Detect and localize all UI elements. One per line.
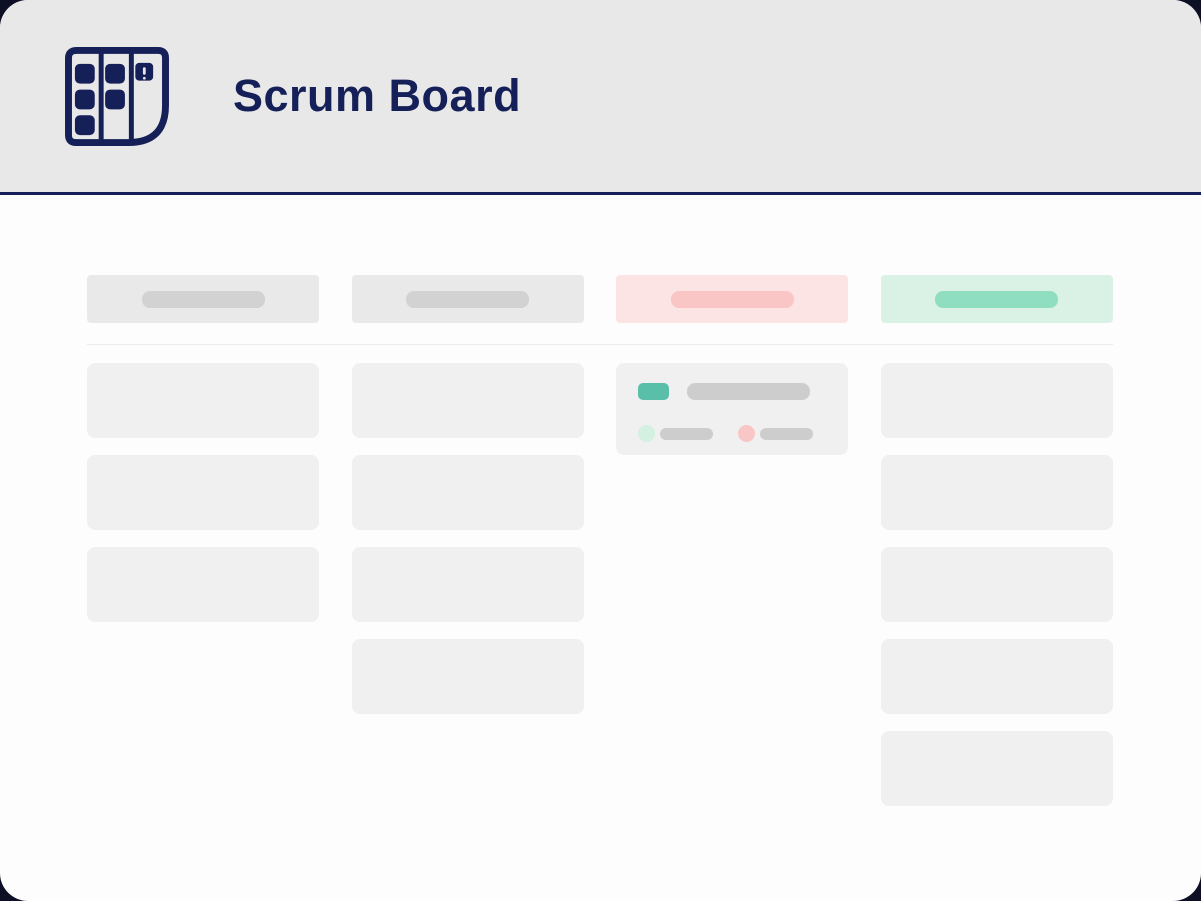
meta-label-placeholder bbox=[660, 427, 714, 440]
app-header: Scrum Board bbox=[0, 0, 1201, 195]
green-dot-icon bbox=[638, 425, 656, 442]
task-card-placeholder[interactable] bbox=[880, 731, 1113, 806]
column-2-cards bbox=[351, 363, 584, 806]
column-title-placeholder bbox=[670, 290, 794, 308]
task-card-placeholder[interactable] bbox=[351, 639, 584, 714]
column-headers-row bbox=[87, 275, 1113, 323]
task-card-placeholder[interactable] bbox=[880, 455, 1113, 530]
task-card-placeholder[interactable] bbox=[880, 639, 1113, 714]
task-card-detail[interactable] bbox=[616, 363, 849, 455]
task-card-placeholder[interactable] bbox=[351, 363, 584, 438]
column-1-cards bbox=[87, 363, 319, 806]
board-columns bbox=[87, 363, 1113, 806]
meta-group bbox=[638, 425, 714, 442]
column-title-placeholder bbox=[141, 290, 265, 308]
task-card-placeholder[interactable] bbox=[87, 455, 319, 530]
column-title-placeholder bbox=[935, 290, 1059, 308]
task-card-top-row bbox=[638, 383, 826, 400]
task-title-placeholder bbox=[687, 383, 811, 400]
task-card-placeholder[interactable] bbox=[880, 547, 1113, 622]
task-card-placeholder[interactable] bbox=[351, 547, 584, 622]
board-divider bbox=[87, 344, 1113, 345]
column-title-placeholder bbox=[406, 290, 530, 308]
task-card-placeholder[interactable] bbox=[351, 455, 584, 530]
meta-label-placeholder bbox=[760, 427, 814, 440]
column-header-3 bbox=[616, 275, 849, 323]
column-4-cards bbox=[880, 363, 1113, 806]
pink-dot-icon bbox=[738, 425, 756, 442]
column-header-2 bbox=[351, 275, 584, 323]
column-header-1 bbox=[87, 275, 319, 323]
scrum-board-logo-icon bbox=[65, 46, 169, 146]
status-badge-placeholder bbox=[638, 383, 670, 400]
column-3-cards bbox=[616, 363, 849, 806]
board bbox=[0, 195, 1201, 866]
task-card-meta-row bbox=[638, 425, 826, 442]
meta-group bbox=[738, 425, 814, 442]
task-card-placeholder[interactable] bbox=[87, 547, 319, 622]
page-title: Scrum Board bbox=[233, 70, 522, 121]
task-card-placeholder[interactable] bbox=[87, 363, 319, 438]
column-header-4 bbox=[880, 275, 1113, 323]
task-card-placeholder[interactable] bbox=[880, 363, 1113, 438]
